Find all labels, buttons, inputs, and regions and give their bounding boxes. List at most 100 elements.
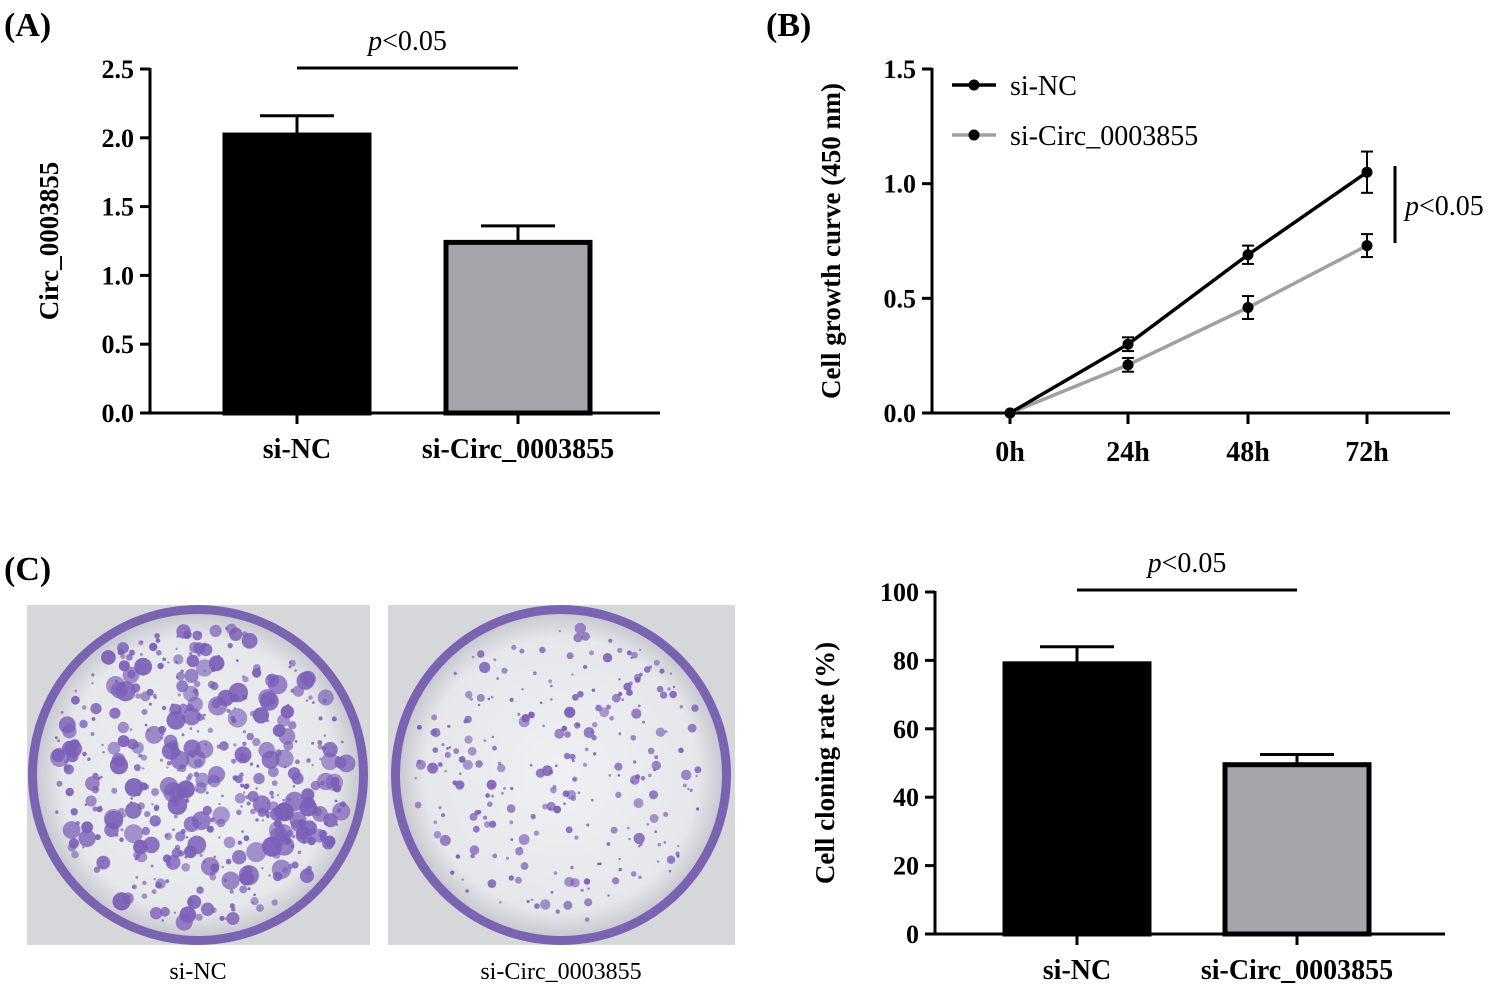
colony [155, 821, 160, 825]
colony [212, 806, 230, 824]
colony [461, 878, 464, 881]
colony [134, 657, 153, 676]
colony [166, 760, 172, 766]
colony [510, 838, 514, 841]
colony [517, 712, 521, 716]
colony [275, 749, 294, 768]
colony [272, 724, 286, 737]
chart-c-bar-2 [1222, 762, 1372, 937]
colony [584, 747, 589, 752]
colony [321, 752, 339, 771]
colony [511, 644, 517, 650]
colony [276, 794, 280, 797]
colony [590, 730, 593, 734]
colony [111, 787, 118, 794]
chart-c-cloning-rate: 0 20 40 60 80 100 Cell cloning rate (%) si-NC si… [810, 548, 1445, 986]
colony [294, 740, 298, 743]
colony [431, 727, 441, 738]
colony [85, 795, 97, 807]
colony [93, 866, 101, 873]
colony [453, 748, 460, 754]
colony [630, 735, 637, 741]
colony [193, 758, 203, 768]
colony [225, 858, 232, 865]
colony [66, 750, 79, 763]
colony [135, 876, 139, 879]
colony [160, 906, 170, 917]
colony [218, 802, 221, 806]
colony [602, 653, 613, 663]
colony [119, 837, 124, 842]
colony [149, 642, 158, 652]
colony [167, 661, 170, 664]
colony [317, 744, 323, 750]
colony [189, 642, 201, 654]
colony [631, 708, 642, 719]
colony [574, 835, 579, 840]
colony [231, 907, 236, 912]
colony [313, 807, 322, 817]
colony [118, 660, 130, 672]
chart-b-point-2 [1122, 359, 1134, 371]
colony [218, 836, 221, 839]
colony [96, 855, 111, 870]
colony [593, 752, 597, 756]
colony [299, 868, 315, 884]
colony [271, 899, 278, 906]
colony [609, 716, 614, 721]
colony [141, 826, 150, 836]
chart-b-y-tick-label: 1.5 [884, 55, 917, 84]
chart-b-significance-label: p<0.05 [1403, 191, 1484, 222]
colony [319, 757, 323, 761]
colony [542, 724, 545, 728]
colony [70, 739, 80, 749]
colony [318, 716, 323, 721]
colony [638, 648, 642, 652]
colony [147, 729, 150, 732]
colony [189, 652, 192, 656]
chart-b-series-line-2 [1009, 244, 1368, 415]
colony [81, 705, 87, 710]
colony [249, 762, 254, 766]
colony [492, 853, 498, 859]
colony [70, 808, 78, 816]
colony [580, 888, 584, 892]
colony [205, 791, 209, 795]
colony [156, 650, 162, 656]
colony [203, 713, 206, 717]
colony [501, 791, 504, 795]
colony [261, 867, 264, 870]
colony [65, 787, 74, 797]
colony [563, 802, 566, 806]
colony [297, 850, 302, 855]
colony [217, 654, 220, 658]
chart-a-y-tick-label: 0.0 [102, 399, 135, 428]
colony [540, 899, 551, 910]
colony [234, 793, 246, 804]
colony [226, 912, 240, 925]
colony [255, 818, 259, 822]
colony [518, 716, 530, 728]
colony [92, 806, 98, 812]
colony [192, 630, 203, 641]
colony [256, 904, 264, 912]
colony [416, 724, 422, 730]
colony [56, 780, 63, 787]
colony [653, 659, 660, 666]
colony [101, 650, 116, 665]
chart-a-y-tick-label: 2.0 [102, 124, 135, 153]
colony [638, 875, 642, 879]
colony [223, 878, 228, 882]
colony [155, 638, 161, 643]
colony [178, 703, 189, 714]
colony [175, 647, 178, 651]
colony [210, 682, 219, 691]
colony [485, 793, 490, 798]
colony [487, 697, 491, 701]
colony [87, 757, 91, 761]
colony [683, 783, 687, 788]
colony [195, 659, 214, 677]
colony [242, 676, 249, 683]
colony [243, 783, 249, 790]
colony [644, 666, 651, 673]
